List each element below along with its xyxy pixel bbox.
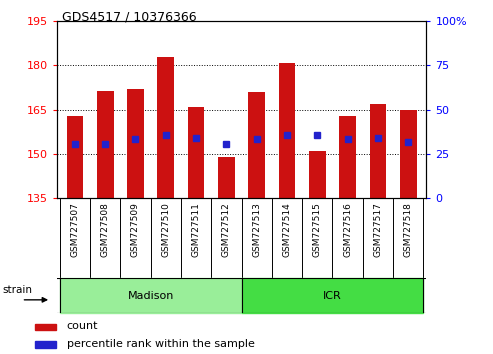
- Text: count: count: [67, 321, 98, 331]
- Bar: [157, 57, 174, 198]
- Bar: [370, 104, 387, 198]
- Text: GSM727507: GSM727507: [70, 202, 79, 257]
- Bar: [339, 116, 356, 198]
- Text: GSM727514: GSM727514: [282, 202, 291, 257]
- Text: strain: strain: [3, 285, 33, 295]
- Text: GSM727515: GSM727515: [313, 202, 322, 257]
- Text: GSM727518: GSM727518: [404, 202, 413, 257]
- Bar: [248, 92, 265, 198]
- Bar: [279, 63, 295, 198]
- Text: Madison: Madison: [128, 291, 174, 301]
- Bar: [67, 116, 83, 198]
- Text: GDS4517 / 10376366: GDS4517 / 10376366: [62, 11, 196, 24]
- Text: GSM727511: GSM727511: [192, 202, 201, 257]
- Text: GSM727516: GSM727516: [343, 202, 352, 257]
- Bar: [127, 89, 144, 198]
- Bar: [35, 324, 56, 330]
- Bar: [400, 110, 417, 198]
- Bar: [218, 157, 235, 198]
- Text: percentile rank within the sample: percentile rank within the sample: [67, 339, 254, 349]
- Text: GSM727510: GSM727510: [161, 202, 170, 257]
- Text: GSM727512: GSM727512: [222, 202, 231, 257]
- Text: ICR: ICR: [323, 291, 342, 301]
- Text: GSM727513: GSM727513: [252, 202, 261, 257]
- Bar: [309, 151, 326, 198]
- Text: GSM727517: GSM727517: [374, 202, 383, 257]
- Bar: [242, 278, 423, 313]
- Bar: [35, 341, 56, 348]
- Text: GSM727508: GSM727508: [101, 202, 109, 257]
- Bar: [97, 91, 113, 198]
- Text: GSM727509: GSM727509: [131, 202, 140, 257]
- Bar: [188, 107, 205, 198]
- Bar: [60, 278, 242, 313]
